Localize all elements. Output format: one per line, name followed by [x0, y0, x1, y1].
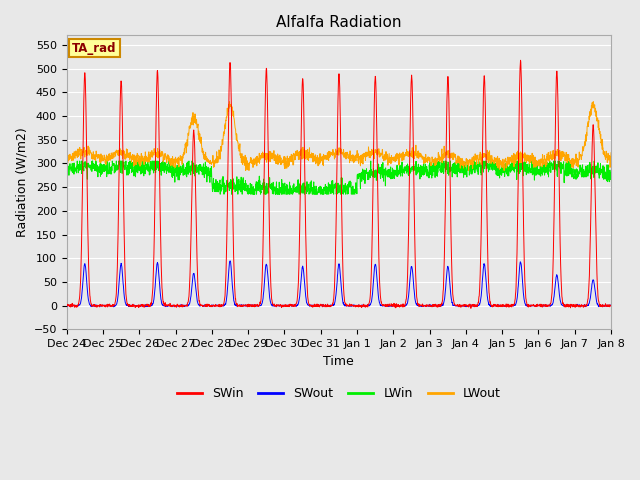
Legend: SWin, SWout, LWin, LWout: SWin, SWout, LWin, LWout — [172, 383, 506, 406]
X-axis label: Time: Time — [323, 355, 354, 368]
Title: Alfalfa Radiation: Alfalfa Radiation — [276, 15, 402, 30]
Y-axis label: Radiation (W/m2): Radiation (W/m2) — [15, 128, 28, 237]
Text: TA_rad: TA_rad — [72, 41, 116, 55]
